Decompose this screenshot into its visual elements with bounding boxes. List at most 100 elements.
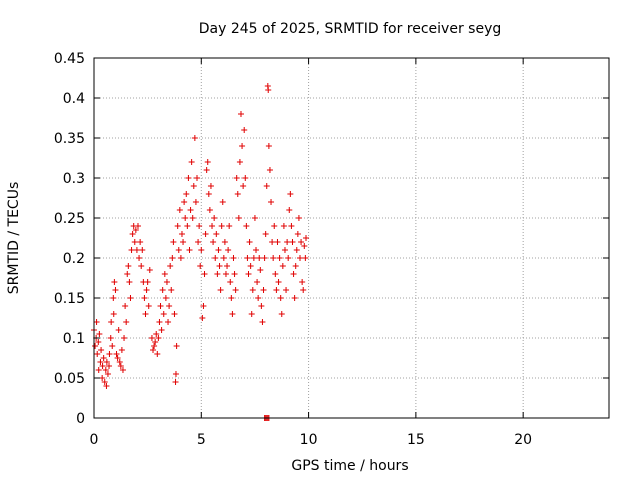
- data-point: [146, 267, 153, 273]
- plot-frame: [93, 57, 610, 419]
- data-point: [203, 167, 210, 173]
- data-point: [255, 295, 262, 301]
- data-point: [176, 207, 183, 213]
- data-point: [302, 255, 309, 261]
- data-point: [132, 227, 139, 233]
- data-point: [276, 255, 283, 261]
- data-point: [100, 355, 107, 361]
- data-point: [163, 279, 170, 285]
- data-point: [131, 239, 138, 245]
- data-point: [158, 327, 165, 333]
- data-point: [257, 267, 264, 273]
- data-point: [270, 255, 277, 261]
- data-point: [227, 279, 234, 285]
- data-point: [118, 347, 125, 353]
- data-point: [191, 135, 198, 141]
- data-point: [245, 271, 252, 277]
- data-point: [221, 239, 228, 245]
- data-point: [122, 303, 129, 309]
- data-point: [133, 247, 140, 253]
- data-point: [230, 255, 237, 261]
- data-point: [185, 175, 192, 181]
- data-point: [93, 319, 100, 325]
- data-point: [129, 231, 136, 237]
- data-point: [192, 199, 199, 205]
- data-point: [106, 363, 113, 369]
- y-tick-label: 0.05: [54, 371, 85, 387]
- data-point: [108, 319, 115, 325]
- data-point: [98, 347, 105, 353]
- data-point: [160, 311, 167, 317]
- y-tick-label: 0: [76, 411, 85, 427]
- data-point: [300, 287, 307, 293]
- data-point: [173, 343, 180, 349]
- data-point: [109, 343, 116, 349]
- data-point: [285, 255, 292, 261]
- data-point: [228, 295, 235, 301]
- data-point: [144, 279, 151, 285]
- x-tick-label: 20: [514, 432, 532, 448]
- data-point: [188, 159, 195, 165]
- data-point: [106, 351, 113, 357]
- data-point: [222, 271, 229, 277]
- x-tick-label: 0: [90, 432, 99, 448]
- data-point: [297, 255, 303, 261]
- data-point: [170, 239, 177, 245]
- y-tick-label: 0.4: [63, 91, 85, 107]
- data-point: [266, 167, 273, 173]
- data-point: [293, 247, 300, 253]
- data-point: [180, 239, 187, 245]
- data-point: [154, 351, 161, 357]
- data-point: [261, 255, 268, 261]
- data-point: [275, 279, 282, 285]
- data-point: [224, 263, 231, 269]
- data-point: [246, 239, 253, 245]
- data-point: [290, 271, 297, 277]
- data-point: [274, 239, 281, 245]
- data-point: [303, 235, 310, 241]
- data-point: [217, 287, 224, 293]
- x-tick-label: 5: [197, 432, 206, 448]
- data-point: [248, 311, 255, 317]
- data-point: [136, 255, 143, 261]
- data-point: [256, 255, 263, 261]
- data-point: [171, 311, 178, 317]
- data-point: [241, 127, 248, 133]
- data-point: [187, 207, 194, 213]
- data-point: [103, 383, 110, 389]
- data-point: [174, 223, 181, 229]
- data-point: [198, 247, 205, 253]
- data-point: [258, 303, 265, 309]
- data-point: [94, 351, 101, 357]
- y-tick-label: 0.45: [54, 51, 85, 67]
- data-point: [209, 223, 216, 229]
- data-point: [125, 263, 132, 269]
- data-point: [148, 335, 155, 341]
- data-point: [119, 367, 126, 373]
- y-tick-label: 0.25: [54, 211, 85, 227]
- data-point: [134, 223, 141, 229]
- data-point: [117, 363, 124, 369]
- data-point: [253, 247, 260, 253]
- data-point: [233, 175, 240, 181]
- data-point: [239, 143, 246, 149]
- y-tick-label: 0.3: [63, 171, 85, 187]
- data-point: [110, 311, 117, 317]
- data-point: [102, 367, 109, 373]
- x-tick-label: 10: [300, 432, 318, 448]
- data-point: [182, 215, 189, 221]
- data-point: [272, 271, 279, 277]
- data-point: [128, 247, 135, 253]
- tick-labels: 0 0.05 0.1 0.15 0.2 0.25 0.3 0.35 0.4 0.45 0 5 10 15 2…: [54, 51, 532, 448]
- data-point: [243, 223, 250, 229]
- y-tick-label: 0.2: [63, 251, 85, 267]
- x-axis-label: GPS time / hours: [291, 458, 408, 474]
- data-point: [229, 311, 236, 317]
- data-point: [96, 331, 103, 337]
- data-point: [204, 159, 211, 165]
- data-point: [151, 343, 158, 349]
- data-point: [99, 375, 106, 381]
- data-point: [298, 239, 305, 245]
- data-point: [301, 243, 308, 249]
- data-point: [169, 255, 176, 261]
